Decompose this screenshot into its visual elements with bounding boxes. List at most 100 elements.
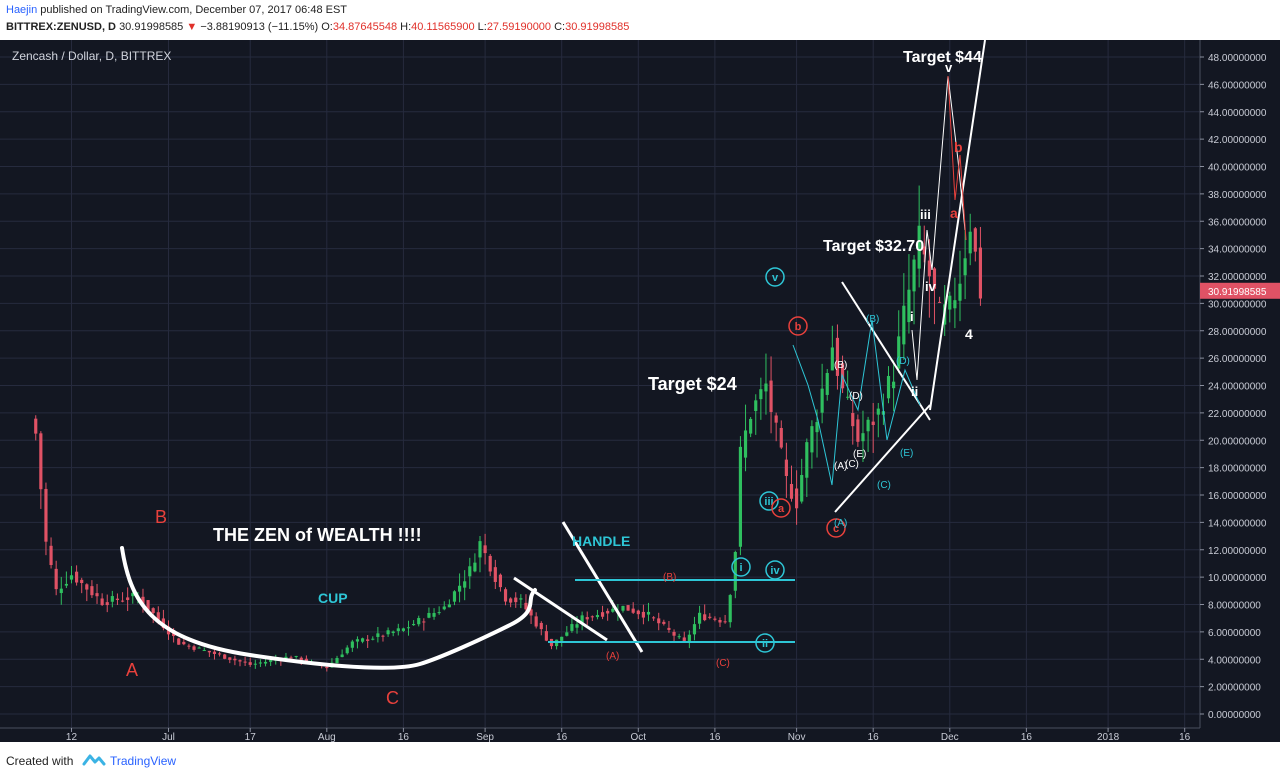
candle-body (886, 375, 891, 399)
wave-a-red-circle: a (778, 503, 785, 515)
candle-body (825, 372, 829, 395)
candle-body (366, 639, 370, 641)
candle-body (749, 418, 753, 434)
price-tick-label: 14.00000000 (1208, 518, 1267, 529)
candle-body (509, 598, 513, 603)
candle-body (59, 588, 63, 594)
high-value: 40.11565900 (411, 21, 475, 33)
candle-body (44, 488, 48, 542)
wave-b-red-circle-ring (788, 316, 808, 336)
candle-body (514, 597, 518, 603)
candle-body (932, 268, 937, 289)
candle-body (657, 618, 661, 624)
wave-4-label: 4 (965, 326, 973, 342)
candle-body (141, 596, 145, 605)
candle-body (978, 247, 983, 299)
low-label: L: (477, 21, 487, 33)
price-tick-label: 40.00000000 (1208, 163, 1267, 174)
candle-body (646, 611, 651, 615)
candle-body (350, 641, 354, 648)
candle-body (723, 621, 727, 623)
price-tick-label: 28.00000000 (1208, 327, 1267, 338)
candle-body (228, 657, 232, 660)
wave-a-label: A (126, 660, 138, 680)
tradingview-brand-link[interactable]: TradingView (110, 754, 177, 768)
candle-body (422, 621, 426, 623)
candle-body (529, 609, 533, 616)
roman-i-label: i (910, 309, 914, 324)
candle-body (258, 662, 263, 664)
candle-body (927, 260, 931, 277)
candle-body (856, 419, 860, 442)
target-44-line (929, 40, 986, 411)
wave-iv-circle: iv (770, 565, 780, 577)
price-chart[interactable]: THE ZEN of WEALTH !!!! CUP HANDLE Target $2… (0, 40, 1280, 742)
candle-body (325, 666, 329, 669)
candle-body (912, 259, 916, 292)
white-b-label: (B) (834, 360, 847, 371)
time-tick-label: Jul (162, 732, 175, 742)
white-a-label: (A) (834, 461, 847, 472)
candle-body (340, 654, 344, 658)
candle-body (713, 618, 717, 620)
candle-body (667, 627, 671, 630)
author-link[interactable]: Haejin (6, 4, 38, 16)
price-tick-label: 44.00000000 (1208, 108, 1267, 119)
candle-body (202, 650, 206, 652)
wave-i-circle-ring (731, 557, 751, 577)
high-label: H: (400, 21, 412, 33)
candle-body (810, 426, 814, 453)
candle-body (182, 641, 186, 645)
candle-body (223, 654, 227, 659)
annotation-labels: THE ZEN of WEALTH !!!! CUP HANDLE Target $2… (126, 49, 982, 708)
price-tick-label: 48.00000000 (1208, 53, 1267, 64)
candle-body (580, 615, 584, 624)
candle-body (565, 632, 569, 636)
time-tick-label: 12 (66, 732, 78, 742)
candle-body (519, 598, 523, 600)
wave-iii-circle-ring (759, 491, 779, 511)
candle-body (703, 614, 707, 621)
wave-b-label: B (155, 507, 167, 527)
candle-body (611, 608, 615, 612)
triangle-lower-line (834, 404, 931, 513)
time-tick-label: 16 (556, 732, 568, 742)
candle-body (575, 624, 579, 628)
candle-body (697, 612, 702, 624)
candle-body (641, 611, 645, 618)
price-tick-label: 36.00000000 (1208, 217, 1267, 228)
candle-body (830, 347, 834, 371)
candle-body (64, 583, 68, 586)
candle-body (269, 659, 273, 662)
price-axis[interactable]: 48.00000000 46.00000000 44.00000000 42.0000… (1199, 40, 1280, 742)
red-b-label: b (954, 139, 963, 155)
candle-body (902, 305, 906, 345)
cup-curve (120, 546, 537, 670)
chart-header: Haejin published on TradingView.com, Dec… (0, 0, 1280, 40)
candle-body (937, 301, 942, 303)
candle-body (759, 389, 763, 400)
candle-body (922, 246, 926, 255)
candle-body (784, 459, 788, 476)
candle-body (866, 419, 870, 432)
candle-body (233, 658, 237, 661)
candle-body (248, 662, 252, 665)
target-44-label: Target $44 (903, 49, 982, 66)
time-tick-label: Aug (318, 732, 336, 742)
candle-body (871, 421, 875, 426)
close-value: 30.91998585 (565, 21, 630, 33)
time-tick-label: Dec (941, 732, 959, 742)
candle-body (115, 598, 120, 600)
candle-body (621, 605, 625, 611)
candle-body (963, 258, 967, 276)
handle-line-upper (561, 521, 644, 653)
candle-body (764, 383, 768, 392)
candle-body (907, 289, 911, 323)
candle-body (442, 606, 446, 610)
candle-body (207, 650, 211, 653)
time-axis[interactable]: 12 Jul 17 Aug 16 Sep 16 Oct 16 Nov 16 Dec 16 2018 16 (0, 727, 1200, 742)
target-3270-label: Target $32.70 (823, 238, 924, 255)
white-d-label: (D) (849, 391, 863, 402)
candle-body (192, 646, 196, 650)
last-price-tag-label: 30.91998585 (1208, 287, 1267, 298)
